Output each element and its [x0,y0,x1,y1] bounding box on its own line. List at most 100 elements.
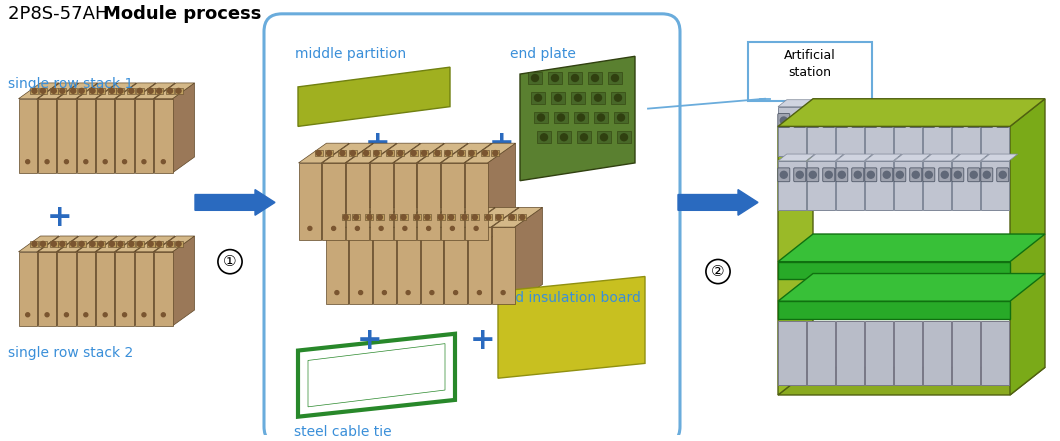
Polygon shape [778,234,1045,262]
Polygon shape [18,83,59,99]
Bar [154,252,173,326]
FancyBboxPatch shape [968,114,979,127]
FancyBboxPatch shape [508,214,516,220]
FancyBboxPatch shape [807,168,818,182]
Circle shape [355,226,359,230]
Circle shape [414,215,420,220]
Polygon shape [396,207,447,227]
Bar [537,131,551,143]
FancyBboxPatch shape [136,241,144,247]
FancyBboxPatch shape [77,241,86,247]
Polygon shape [894,154,931,161]
Circle shape [970,171,977,178]
Polygon shape [369,143,396,240]
Bar [571,92,585,104]
FancyBboxPatch shape [39,241,47,247]
Text: single row stack 1: single row stack 1 [8,77,134,91]
Circle shape [954,171,961,178]
FancyBboxPatch shape [58,88,67,94]
FancyBboxPatch shape [363,150,370,156]
FancyBboxPatch shape [865,168,877,182]
FancyBboxPatch shape [481,150,489,156]
Bar [617,131,631,143]
Text: ②: ② [711,264,725,279]
Bar [836,161,864,210]
FancyBboxPatch shape [996,114,1009,127]
Bar [554,112,568,123]
Circle shape [377,215,383,220]
Circle shape [1000,171,1006,178]
FancyBboxPatch shape [58,241,67,247]
Bar [346,163,369,240]
FancyBboxPatch shape [939,168,951,182]
Polygon shape [349,207,376,304]
FancyBboxPatch shape [69,241,77,247]
Bar [116,99,134,173]
Polygon shape [778,99,1045,127]
FancyBboxPatch shape [939,114,951,127]
Polygon shape [370,143,421,163]
Circle shape [401,215,406,220]
Text: steel cable tie: steel cable tie [294,425,391,439]
Bar [614,112,628,123]
Polygon shape [153,83,175,173]
Bar [865,107,893,156]
Circle shape [445,150,450,156]
FancyBboxPatch shape [794,114,806,127]
FancyBboxPatch shape [923,114,935,127]
Circle shape [332,226,336,230]
Bar [588,72,602,84]
Circle shape [984,117,990,124]
Circle shape [571,75,579,82]
Circle shape [391,215,395,220]
Circle shape [796,117,803,124]
Bar [952,161,980,210]
Circle shape [138,88,142,93]
Circle shape [109,88,114,93]
Polygon shape [373,207,424,227]
Polygon shape [467,207,495,304]
Polygon shape [443,207,472,304]
Polygon shape [346,143,396,163]
Bar [38,99,56,173]
FancyBboxPatch shape [495,214,502,220]
Polygon shape [421,207,472,227]
Polygon shape [135,236,175,252]
Bar [534,112,548,123]
Circle shape [387,150,392,156]
FancyBboxPatch shape [457,150,465,156]
FancyBboxPatch shape [835,168,848,182]
Circle shape [138,241,142,247]
Bar [611,92,625,104]
Circle shape [954,117,961,124]
Polygon shape [417,143,444,240]
FancyBboxPatch shape [108,241,116,247]
Circle shape [167,241,173,247]
Circle shape [601,134,607,141]
FancyBboxPatch shape [484,214,492,220]
Polygon shape [923,154,959,161]
Circle shape [59,88,65,93]
FancyBboxPatch shape [423,214,431,220]
FancyBboxPatch shape [108,88,116,94]
FancyBboxPatch shape [50,241,58,247]
Circle shape [157,88,162,93]
Bar [57,99,75,173]
FancyBboxPatch shape [325,150,333,156]
Bar [396,227,420,304]
FancyBboxPatch shape [127,241,136,247]
Circle shape [510,215,514,220]
Bar [923,107,951,156]
Bar [492,227,514,304]
Bar [38,252,56,326]
Bar [575,112,588,123]
Polygon shape [134,83,156,173]
Circle shape [161,160,165,164]
FancyBboxPatch shape [865,114,877,127]
FancyBboxPatch shape [155,241,163,247]
Circle shape [970,117,977,124]
FancyBboxPatch shape [444,150,452,156]
FancyBboxPatch shape [894,168,906,182]
Bar [154,99,173,173]
FancyBboxPatch shape [117,88,124,94]
